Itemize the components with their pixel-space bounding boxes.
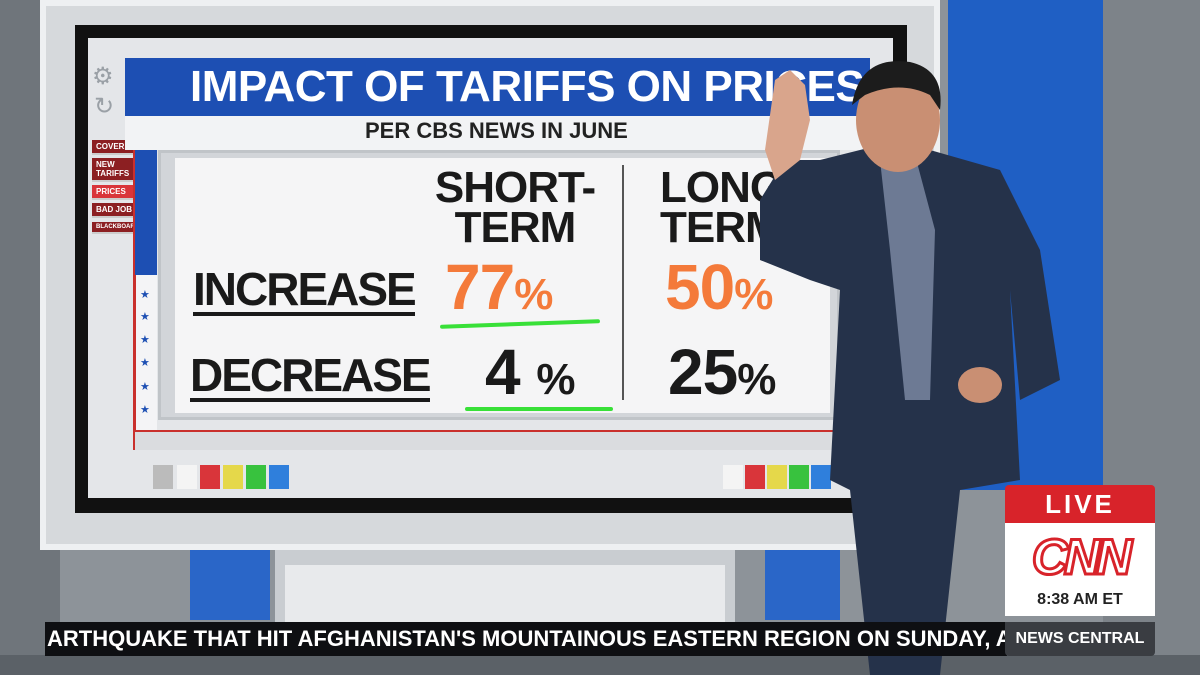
studio-blue-panel bbox=[190, 540, 270, 620]
color-yellow-button[interactable] bbox=[223, 465, 243, 489]
color-red-button[interactable] bbox=[200, 465, 220, 489]
color-green-button[interactable] bbox=[789, 465, 809, 489]
nav-prices[interactable]: PRICES bbox=[92, 185, 142, 200]
star-icon: ★ bbox=[140, 289, 150, 301]
gear-icon[interactable]: ⚙ bbox=[92, 63, 114, 90]
network-bug bbox=[1005, 523, 1155, 616]
column-header-short-term: SHORT-TERM bbox=[434, 163, 596, 252]
star-icon: ★ bbox=[140, 357, 150, 369]
graphic-footer bbox=[135, 430, 835, 450]
value-increase-short-term: 77% bbox=[445, 251, 553, 323]
value-decrease-short-term: 4 % bbox=[485, 336, 576, 408]
color-blue-button[interactable] bbox=[811, 465, 831, 489]
row-label-increase: INCREASE bbox=[193, 263, 417, 316]
show-name: NEWS CENTRAL bbox=[1005, 622, 1155, 656]
nav-blackboard[interactable]: BLACKBOARD bbox=[92, 222, 142, 234]
row-label-decrease: DECREASE bbox=[190, 349, 432, 402]
value-decrease-long-term: 25% bbox=[668, 336, 776, 408]
value-increase-long-term: 50% bbox=[665, 251, 773, 323]
hand-tool-icon[interactable] bbox=[153, 465, 173, 489]
presenter bbox=[760, 61, 1060, 675]
color-white-button[interactable] bbox=[177, 465, 197, 489]
monitor-stand bbox=[285, 565, 725, 625]
highlight-underline bbox=[465, 407, 613, 411]
data-table bbox=[175, 158, 830, 413]
color-green-button[interactable] bbox=[246, 465, 266, 489]
star-icon: ★ bbox=[140, 334, 150, 346]
color-red-button[interactable] bbox=[745, 465, 765, 489]
star-icon: ★ bbox=[140, 404, 150, 416]
flag-blue bbox=[135, 150, 157, 275]
color-white-button[interactable] bbox=[723, 465, 743, 489]
nav-bad-job[interactable]: BAD JOB bbox=[92, 203, 142, 218]
color-yellow-button[interactable] bbox=[767, 465, 787, 489]
color-blue-button[interactable] bbox=[269, 465, 289, 489]
graphic-subtitle: PER CBS NEWS IN JUNE bbox=[125, 116, 870, 150]
star-icon: ★ bbox=[140, 311, 150, 323]
refresh-icon[interactable]: ↻ bbox=[94, 93, 115, 120]
column-divider bbox=[622, 165, 624, 400]
graphic-title: IMPACT OF TARIFFS ON PRICES bbox=[125, 58, 870, 116]
news-ticker: ARTHQUAKE THAT HIT AFGHANISTAN'S MOUNTAI… bbox=[45, 622, 1007, 656]
star-icon: ★ bbox=[140, 381, 150, 393]
studio-blue-panel bbox=[765, 540, 840, 620]
live-badge: LIVE bbox=[1005, 485, 1155, 523]
timestamp: 8:38 AM ET bbox=[1037, 591, 1123, 608]
cnn-logo: CNN bbox=[1030, 528, 1133, 587]
